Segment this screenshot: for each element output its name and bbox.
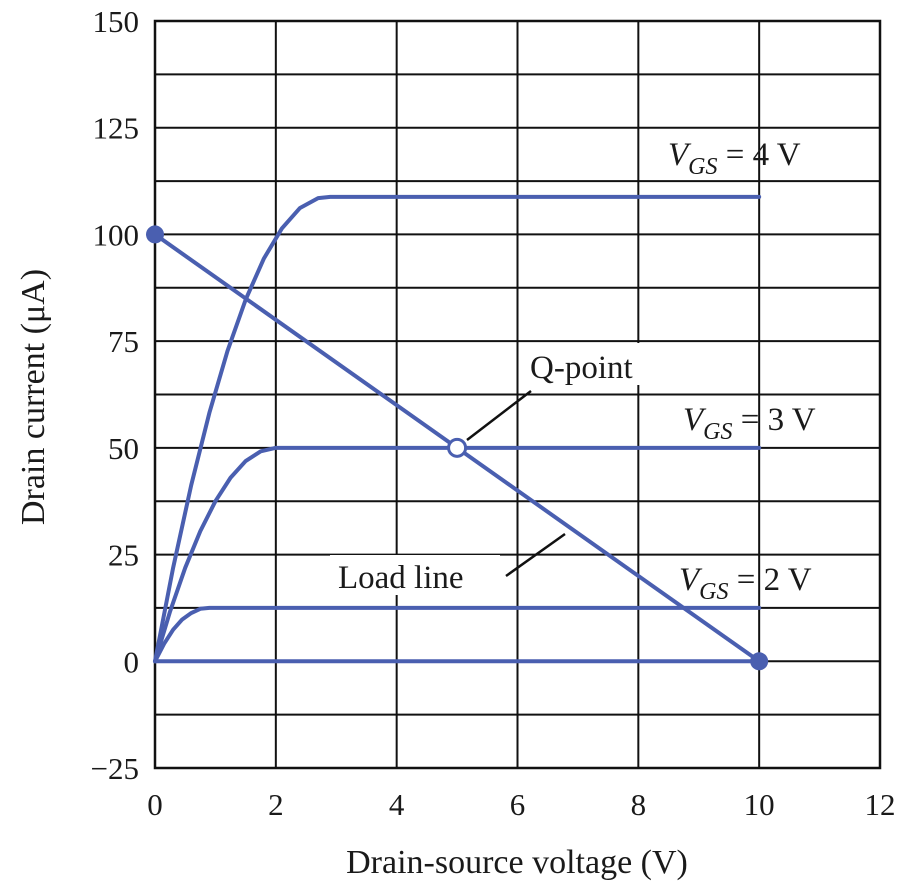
q-point-leader	[466, 390, 532, 441]
x-tick-label: 4	[389, 787, 405, 822]
load-line-endpoint	[750, 652, 769, 671]
q-point-label-bg	[520, 343, 672, 385]
q-point-label: Q-point	[530, 350, 633, 386]
load-line-label-bg	[330, 555, 500, 595]
curve-v-gs-3-v	[153, 445, 762, 664]
x-tick-label: 0	[147, 787, 163, 822]
load-line-endpoint	[146, 225, 164, 244]
series-label: VGS = 3 V	[683, 402, 816, 445]
x-tick-label: 8	[631, 787, 647, 822]
annotations: VGS = 4 V VGS = 3 V VGS = 2 V Q-point Load l…	[330, 137, 816, 605]
grid	[153, 19, 882, 770]
x-tick-label: 12	[865, 787, 896, 822]
curve-v-gs-2-v	[153, 605, 762, 664]
y-tick-label: 0	[124, 644, 140, 679]
y-tick-label: 25	[108, 538, 139, 573]
x-tick-label: 2	[268, 787, 284, 822]
q-point-marker	[447, 437, 468, 458]
series-label: VGS = 4 V	[668, 137, 801, 180]
curve-v-gs-4-v	[153, 194, 762, 664]
x-tick-label: 6	[510, 787, 526, 822]
load-line-label: Load line	[338, 560, 464, 596]
y-tick-label: 50	[108, 431, 139, 466]
markers	[146, 225, 769, 671]
load-line-leader	[505, 532, 566, 578]
y-tick-label: −25	[91, 751, 139, 786]
y-axis-title: Drain current (μA)	[15, 269, 52, 525]
series-label: VGS = 2 V	[679, 562, 812, 605]
y-tick-label: 100	[93, 217, 140, 252]
plot-frame	[153, 19, 882, 770]
y-tick-label: 150	[93, 4, 140, 39]
x-tick-label: 10	[744, 787, 775, 822]
y-tick-label: 125	[93, 111, 140, 146]
y-tick-label: 75	[108, 324, 139, 359]
x-axis-title: Drain-source voltage (V)	[346, 844, 688, 881]
